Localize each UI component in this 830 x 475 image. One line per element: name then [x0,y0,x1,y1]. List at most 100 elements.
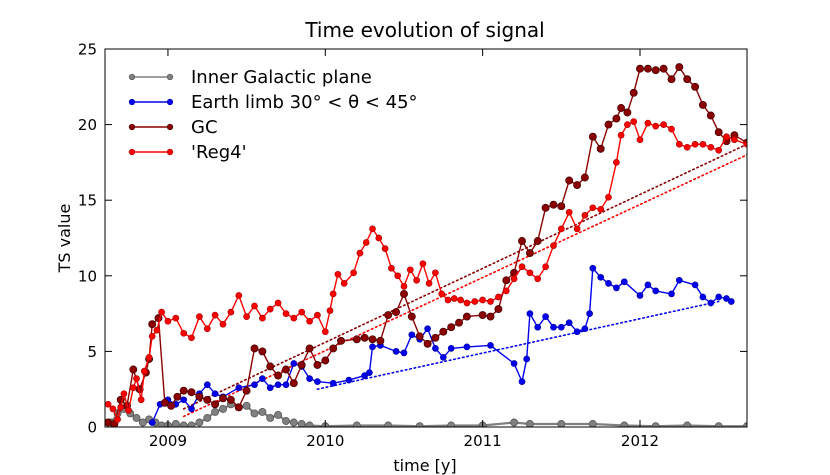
data-point-earth_limb [235,384,243,392]
data-point-reg4 [438,290,446,298]
data-point-gc [541,203,550,212]
data-point-inner_gp [195,418,204,427]
data-point-reg4 [668,125,675,133]
data-point-gc [234,403,243,412]
data-point-reg4 [652,122,660,130]
data-point-inner_gp [743,422,747,427]
data-point-earth_limb [274,381,282,389]
data-point-reg4 [444,296,452,304]
data-point-earth_limb [589,264,597,272]
data-point-earth_limb [345,376,353,384]
data-point-inner_gp [258,407,267,416]
data-point-inner_gp [132,413,141,422]
data-point-reg4 [120,390,128,398]
data-point-reg4 [624,121,631,128]
data-point-inner_gp [447,421,456,427]
data-point-gc [167,401,176,410]
trend-line-reg4 [182,154,747,418]
data-point-gc [321,356,330,365]
data-point-earth_limb [148,419,156,426]
data-point-gc [250,344,259,353]
data-point-reg4 [306,317,313,325]
legend-entry-earth_limb: Earth limb 30° < θ < 45° [128,92,418,113]
data-point-reg4 [211,311,219,319]
legend-marker [166,73,174,81]
series-gc [105,63,747,427]
data-point-reg4 [589,204,597,212]
data-point-reg4 [675,140,683,148]
data-point-gc [494,305,503,314]
data-point-earth_limb [251,381,258,389]
data-point-gc [368,335,377,344]
data-point-reg4 [723,133,730,141]
data-point-gc [407,312,416,321]
data-point-gc [462,312,471,321]
data-point-reg4 [432,269,439,277]
data-point-earth_limb [463,343,471,351]
legend-marker [128,73,136,81]
data-point-inner_gp [289,418,298,427]
data-point-reg4 [617,131,625,139]
legend-label: Inner Galactic plane [191,67,372,88]
trend-line-gc [182,143,747,410]
data-point-gc [400,289,408,298]
x-tick-label: 2009 [149,432,187,450]
legend-label: GC [191,117,218,138]
data-point-gc [557,202,566,211]
data-point-earth_limb [550,323,557,331]
data-point-reg4 [502,287,510,295]
data-point-gc [242,386,251,395]
data-point-reg4 [180,329,188,337]
data-point-gc [659,64,668,73]
data-point-reg4 [158,308,165,316]
data-point-earth_limb [447,345,455,352]
series-reg4 [105,118,747,423]
data-point-reg4 [148,332,156,340]
data-point-reg4 [117,403,125,411]
data-point-gc [423,339,432,348]
data-point-reg4 [691,140,699,148]
data-point-gc [360,333,369,342]
data-point-reg4 [581,211,589,219]
data-point-inner_gp [384,421,393,427]
data-point-reg4 [219,320,227,328]
data-point-earth_limb [400,349,408,357]
data-point-gc [629,88,638,97]
data-point-gc [714,128,723,137]
data-point-inner_gp [525,420,534,427]
data-point-reg4 [282,310,290,317]
data-point-earth_limb [439,354,447,361]
data-point-reg4 [557,225,565,233]
data-point-earth_limb [203,381,211,389]
data-point-gc [643,64,652,73]
data-point-reg4 [644,119,652,127]
data-point-reg4 [375,234,383,242]
data-point-earth_limb [369,343,376,351]
data-point-reg4 [613,159,620,166]
data-point-reg4 [321,328,329,336]
data-point-inner_gp [557,420,566,427]
data-point-inner_gp [211,407,220,416]
data-point-gc [415,332,424,341]
data-point-reg4 [479,296,486,304]
data-point-reg4 [243,313,250,320]
data-point-gc [675,63,684,72]
data-point-inner_gp [683,421,692,427]
data-point-gc [617,104,626,112]
data-point-reg4 [203,325,211,333]
data-point-earth_limb [636,292,644,299]
y-tick-label: 20 [78,116,97,134]
legend-label: 'Reg4' [191,142,247,163]
data-point-reg4 [196,313,203,320]
data-point-earth_limb [408,331,416,339]
data-point-reg4 [350,269,357,277]
data-point-earth_limb [306,375,313,382]
data-point-earth_limb [361,372,368,379]
legend-entry-reg4: 'Reg4' [128,142,247,163]
data-point-reg4 [597,205,605,213]
data-point-reg4 [406,266,414,274]
data-point-reg4 [298,308,306,316]
data-point-gc [580,173,589,182]
data-point-earth_limb [691,281,699,289]
legend-marker [128,123,136,131]
